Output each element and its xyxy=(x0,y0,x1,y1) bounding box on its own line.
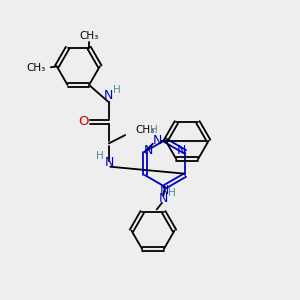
Text: CH₃: CH₃ xyxy=(26,63,46,73)
Text: H: H xyxy=(113,85,121,95)
Text: CH₃: CH₃ xyxy=(136,125,155,135)
Text: N: N xyxy=(153,134,162,147)
Text: N: N xyxy=(105,156,114,169)
Text: H: H xyxy=(150,125,158,135)
Text: N: N xyxy=(160,184,170,196)
Text: CH₃: CH₃ xyxy=(80,32,99,41)
Text: N: N xyxy=(177,144,187,157)
Text: N: N xyxy=(104,89,113,102)
Text: N: N xyxy=(159,192,168,205)
Text: H: H xyxy=(168,188,176,198)
Text: H: H xyxy=(96,151,104,161)
Text: O: O xyxy=(78,115,89,128)
Text: N: N xyxy=(143,144,153,157)
